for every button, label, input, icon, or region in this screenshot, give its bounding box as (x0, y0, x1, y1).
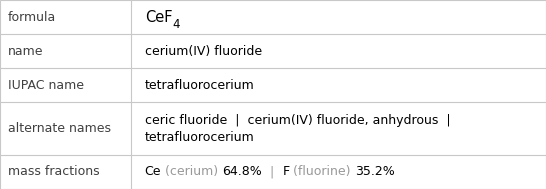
Text: alternate names: alternate names (8, 122, 111, 135)
Text: formula: formula (8, 11, 56, 23)
Text: ceric fluoride  |  cerium(IV) fluoride, anhydrous  |
tetrafluorocerium: ceric fluoride | cerium(IV) fluoride, an… (145, 114, 450, 143)
Text: 4: 4 (172, 18, 180, 31)
Text: tetrafluorocerium: tetrafluorocerium (145, 79, 254, 91)
Text: IUPAC name: IUPAC name (8, 79, 84, 91)
Text: mass fractions: mass fractions (8, 166, 100, 178)
Text: F: F (282, 166, 289, 178)
Text: Ce: Ce (145, 166, 161, 178)
Text: |: | (262, 166, 282, 178)
Text: name: name (8, 45, 44, 57)
Text: cerium(IV) fluoride: cerium(IV) fluoride (145, 45, 262, 57)
Text: 64.8%: 64.8% (222, 166, 262, 178)
Text: (fluorine): (fluorine) (289, 166, 355, 178)
Text: CeF: CeF (145, 9, 172, 25)
Text: 35.2%: 35.2% (355, 166, 395, 178)
Text: (cerium): (cerium) (161, 166, 222, 178)
